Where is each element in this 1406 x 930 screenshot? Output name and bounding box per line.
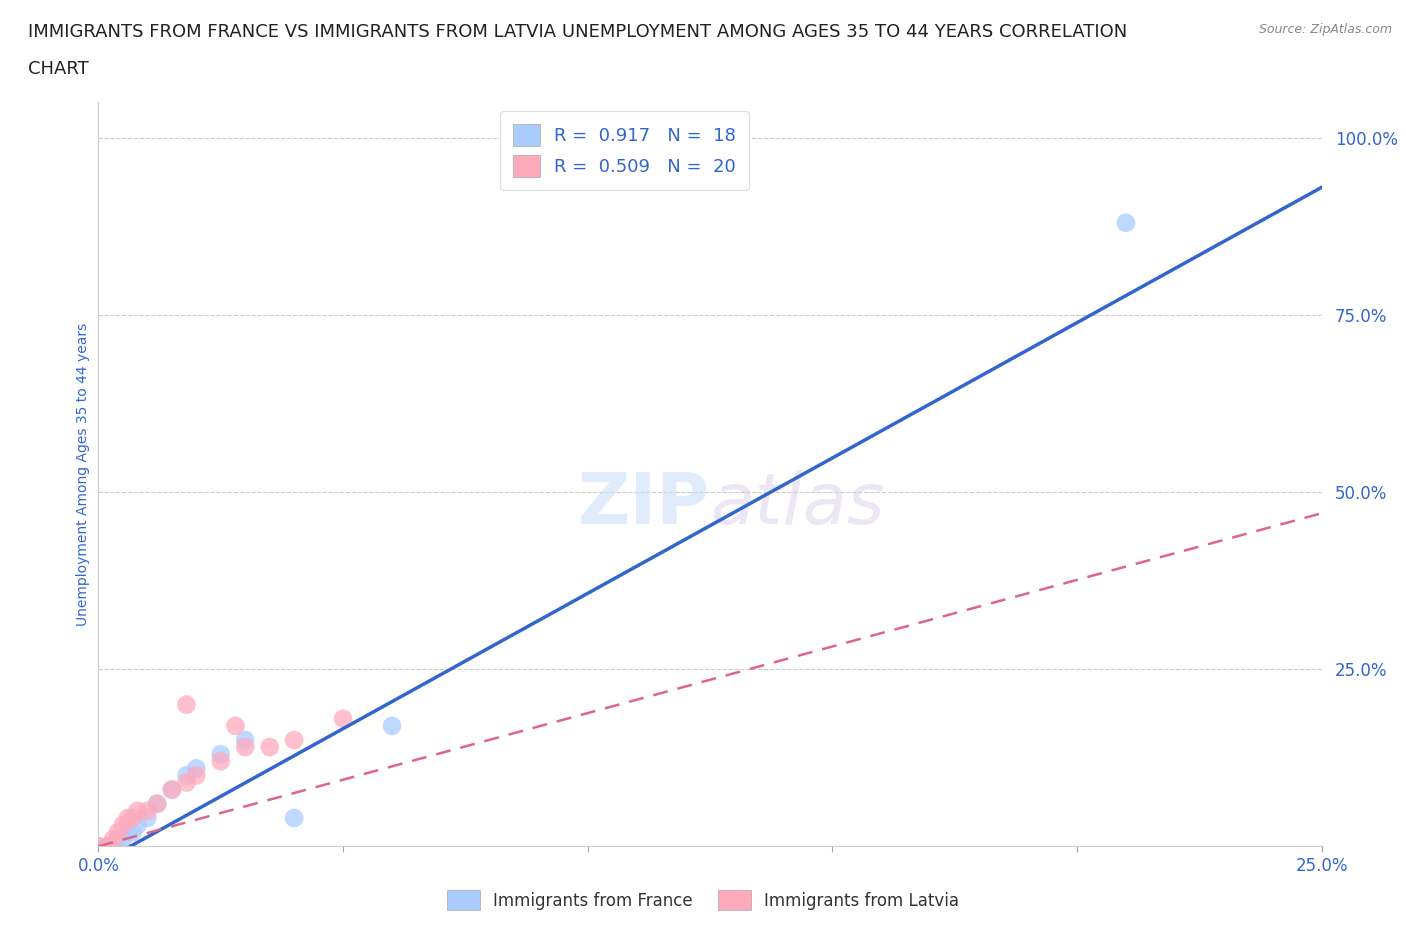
Point bbox=[176, 775, 198, 790]
Point bbox=[283, 733, 305, 748]
Point bbox=[107, 825, 129, 840]
Text: CHART: CHART bbox=[28, 60, 89, 78]
Point bbox=[259, 739, 281, 754]
Text: IMMIGRANTS FROM FRANCE VS IMMIGRANTS FROM LATVIA UNEMPLOYMENT AMONG AGES 35 TO 4: IMMIGRANTS FROM FRANCE VS IMMIGRANTS FRO… bbox=[28, 23, 1128, 41]
Legend: R =  0.917   N =  18, R =  0.509   N =  20: R = 0.917 N = 18, R = 0.509 N = 20 bbox=[501, 112, 749, 190]
Point bbox=[117, 811, 139, 826]
Point bbox=[1115, 216, 1137, 231]
Point bbox=[186, 768, 208, 783]
Text: ZIP: ZIP bbox=[578, 470, 710, 538]
Point bbox=[97, 839, 120, 854]
Point bbox=[136, 811, 159, 826]
Point bbox=[160, 782, 183, 797]
Point bbox=[121, 811, 143, 826]
Point bbox=[111, 817, 134, 832]
Point bbox=[146, 796, 169, 811]
Point bbox=[107, 831, 129, 846]
Point bbox=[127, 817, 149, 832]
Point bbox=[136, 804, 159, 818]
Legend: Immigrants from France, Immigrants from Latvia: Immigrants from France, Immigrants from … bbox=[440, 884, 966, 917]
Point bbox=[176, 768, 198, 783]
Point bbox=[146, 796, 169, 811]
Point bbox=[101, 839, 124, 854]
Point bbox=[332, 711, 354, 726]
Text: atlas: atlas bbox=[710, 470, 884, 538]
Point bbox=[97, 839, 120, 854]
Point bbox=[87, 839, 110, 854]
Point bbox=[186, 761, 208, 776]
Point bbox=[176, 698, 198, 712]
Point bbox=[209, 747, 232, 762]
Point bbox=[209, 754, 232, 769]
Point bbox=[121, 825, 143, 840]
Point bbox=[224, 718, 246, 733]
Point bbox=[87, 839, 110, 854]
Point bbox=[283, 811, 305, 826]
Y-axis label: Unemployment Among Ages 35 to 44 years: Unemployment Among Ages 35 to 44 years bbox=[76, 323, 90, 626]
Point bbox=[117, 825, 139, 840]
Point bbox=[233, 733, 256, 748]
Point bbox=[233, 739, 256, 754]
Text: Source: ZipAtlas.com: Source: ZipAtlas.com bbox=[1258, 23, 1392, 36]
Point bbox=[160, 782, 183, 797]
Point bbox=[111, 831, 134, 846]
Point bbox=[381, 718, 404, 733]
Point bbox=[101, 831, 124, 846]
Point bbox=[127, 804, 149, 818]
